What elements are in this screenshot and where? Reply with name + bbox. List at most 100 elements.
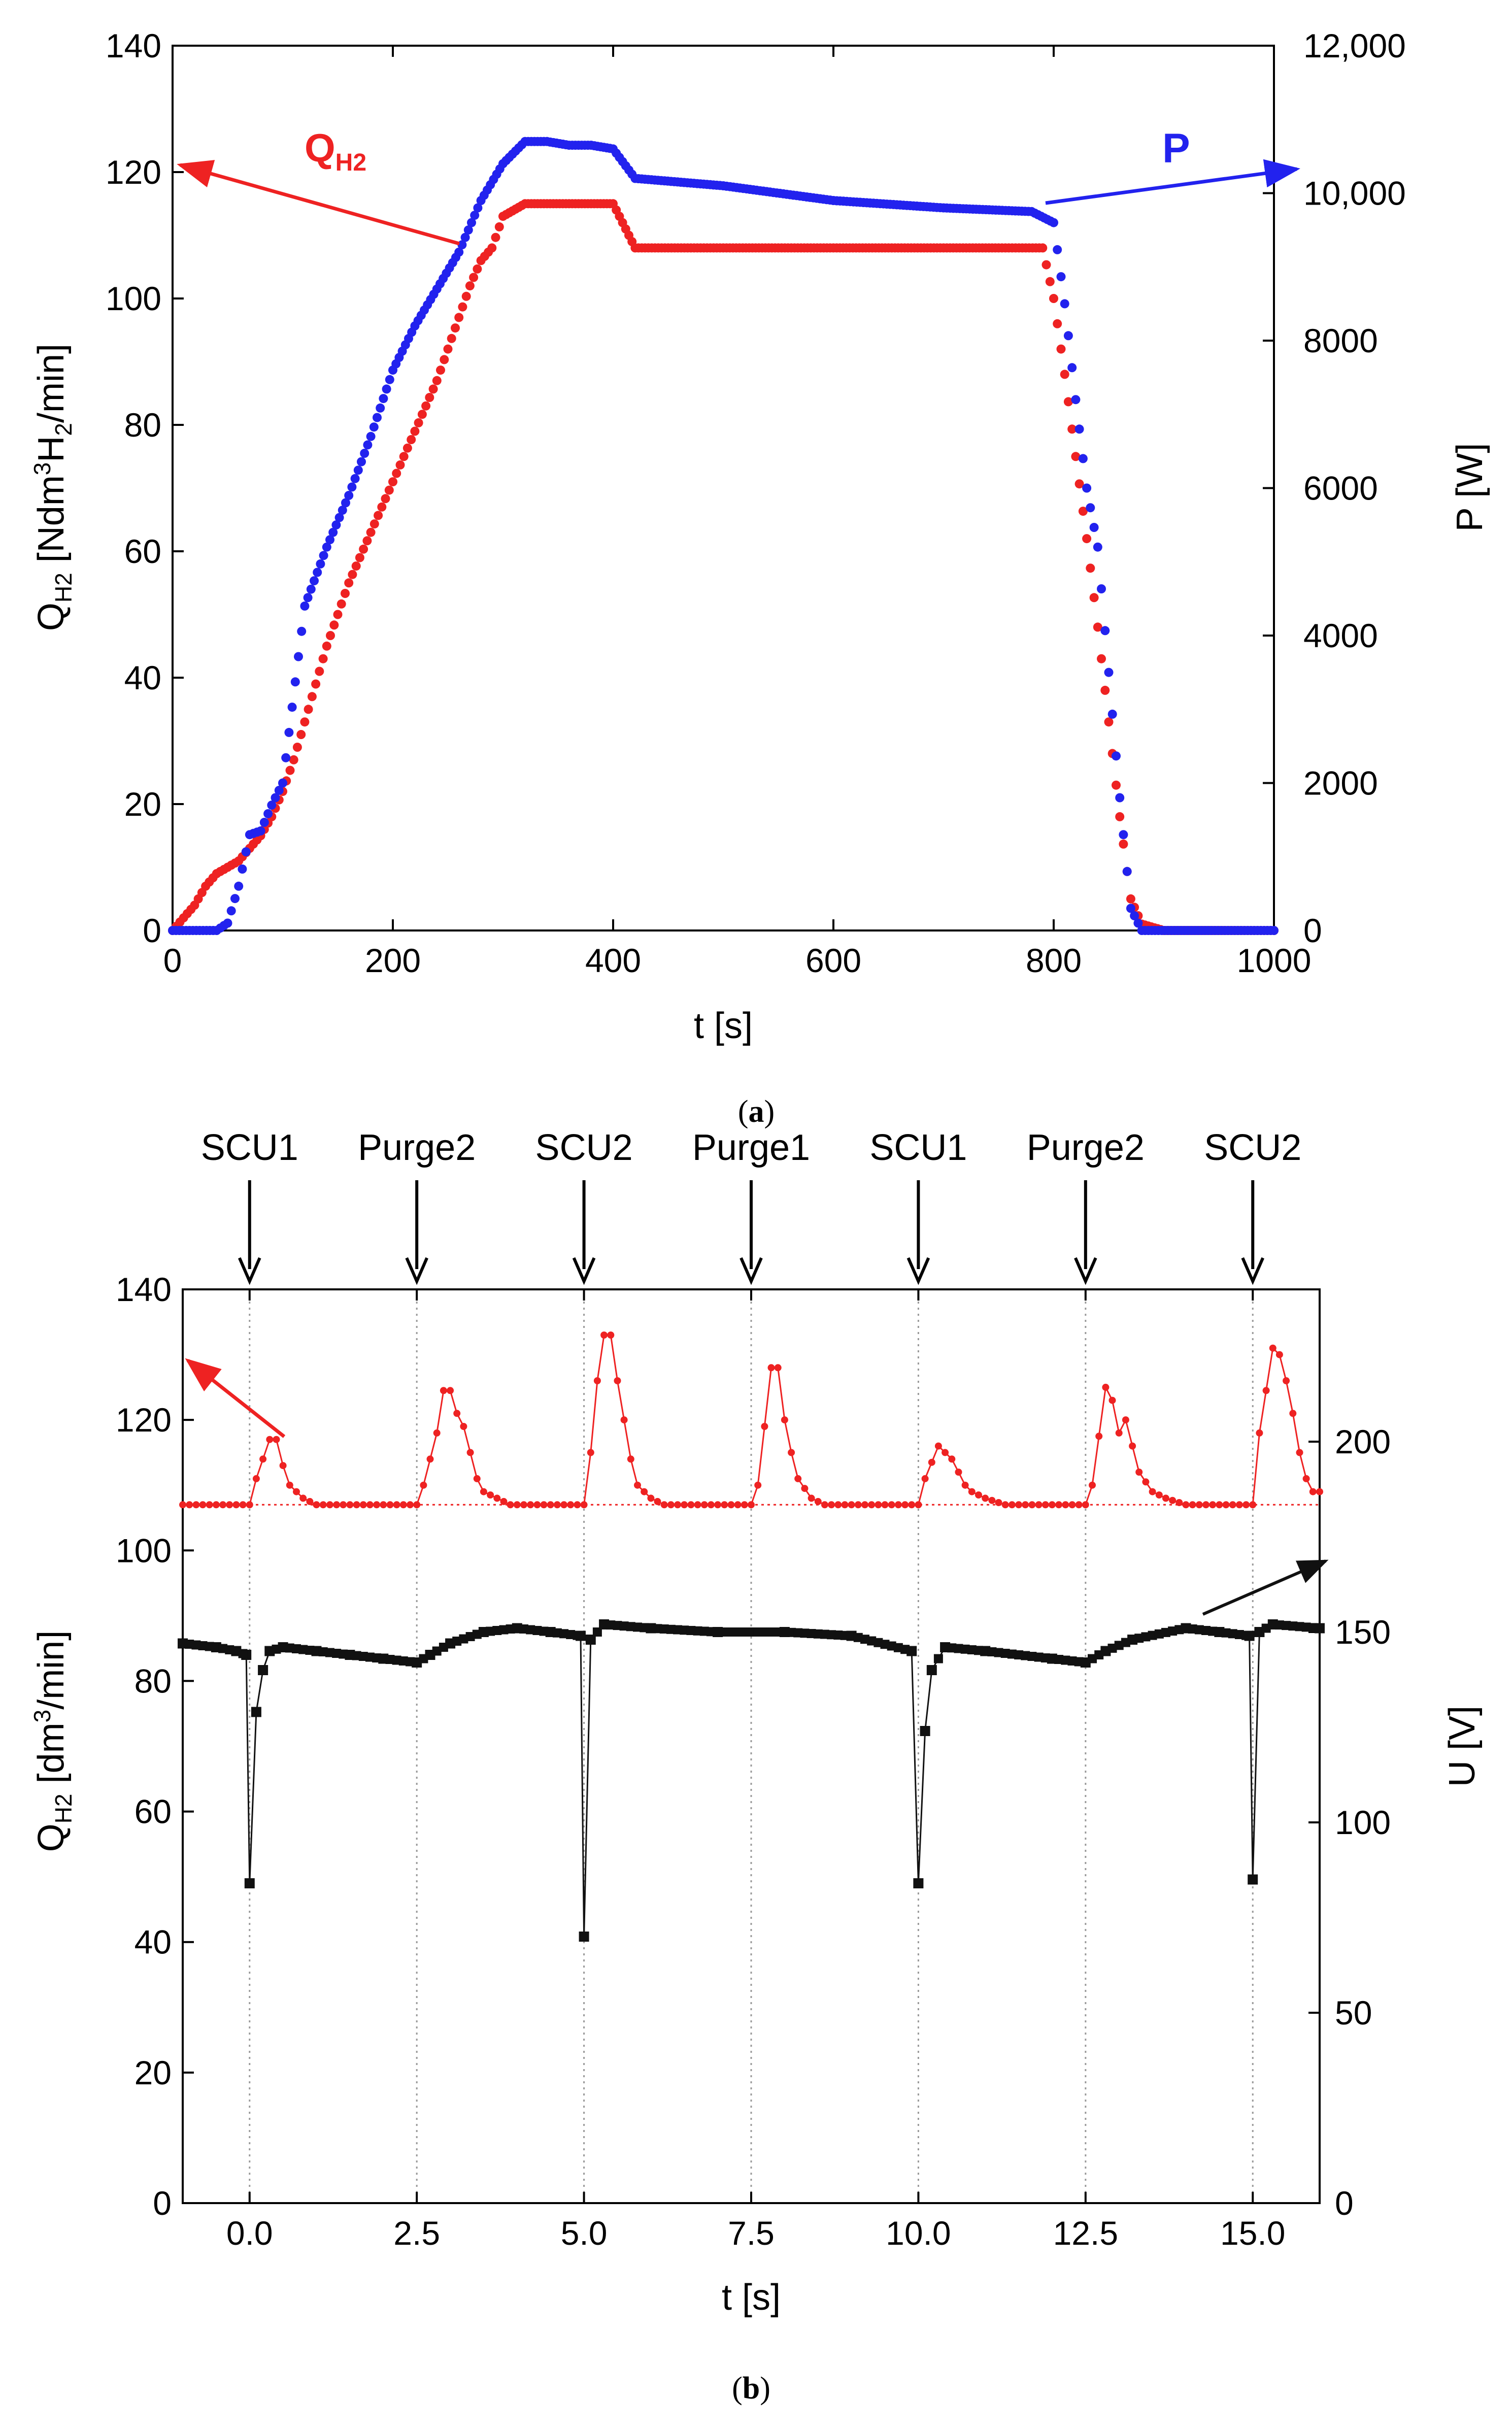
x-axis-title-a: t [s] [694, 1006, 753, 1046]
q-h2-point [1119, 839, 1128, 849]
event-arrow-head [1074, 1257, 1097, 1285]
q-h2-point [454, 313, 464, 322]
q-h2-point [465, 281, 475, 291]
q-h2-marker-b [1216, 1501, 1223, 1509]
q-h2-point [421, 401, 431, 411]
ylabel-left-a-h: H [31, 436, 72, 462]
q-h2-point [1112, 780, 1121, 790]
q-h2-point [1086, 563, 1095, 573]
q-h2-point [341, 589, 350, 598]
q-h2-marker-b [199, 1501, 207, 1509]
p-point [303, 593, 313, 603]
q-h2-marker-b [848, 1501, 855, 1509]
x-tick-label-b: 0.0 [226, 2214, 273, 2252]
q-h2-marker-b [901, 1501, 909, 1509]
q-h2-marker-b [1249, 1501, 1257, 1509]
p-point [366, 431, 376, 441]
p-point [353, 465, 363, 475]
event-label: SCU2 [1204, 1127, 1301, 1168]
u-marker-b [1315, 1623, 1324, 1633]
q-h2-marker-b [1289, 1410, 1297, 1417]
ylabel-left-b-unit: [dm [31, 1722, 72, 1793]
q-h2-point [374, 511, 383, 520]
q-h2-point [487, 243, 497, 253]
q-h2-marker-b [179, 1501, 186, 1509]
event-arrow-head [906, 1257, 930, 1285]
p-point [357, 457, 366, 467]
event-label: SCU1 [869, 1127, 967, 1168]
p-point [376, 403, 385, 413]
q-h2-marker-b [761, 1423, 768, 1430]
q-h2-marker-b [988, 1496, 996, 1504]
u-marker-b [244, 1878, 255, 1888]
p-point [379, 394, 388, 404]
q-h2-marker-b [741, 1501, 748, 1509]
p-point [1107, 709, 1117, 719]
q-h2-marker-b [921, 1475, 929, 1482]
y-right-tick-label-a: 12,000 [1303, 27, 1406, 64]
x-tick-label-b: 12.5 [1053, 2214, 1118, 2252]
p-point [382, 384, 391, 394]
p-point [1071, 395, 1081, 405]
q-h2-point [469, 273, 479, 282]
q-h2-marker-b [1008, 1501, 1016, 1509]
q-h2-marker-b [1169, 1496, 1177, 1504]
p-point [316, 559, 325, 569]
u-marker-b [579, 1932, 589, 1942]
q-h2-point [447, 334, 456, 343]
x-tick-label-a: 1000 [1237, 942, 1312, 979]
q-h2-marker-b [326, 1501, 333, 1509]
q-h2-point [458, 302, 467, 312]
q-h2-marker-b [714, 1501, 722, 1509]
y-right-tick-label-b: 100 [1335, 1804, 1391, 1841]
q-h2-point [315, 667, 324, 676]
q-h2-marker-b [587, 1449, 594, 1456]
q-h2-marker-b [961, 1481, 969, 1489]
p-point [290, 677, 300, 687]
q-h2-marker-b [600, 1332, 608, 1339]
p-point [1130, 911, 1139, 920]
q-h2-marker-b [1041, 1501, 1049, 1509]
q-h2-marker-b [975, 1491, 982, 1499]
p-point [274, 786, 284, 795]
q-h2-point [1071, 452, 1081, 461]
q-h2-point [451, 323, 460, 333]
q-h2-marker-b [1256, 1429, 1263, 1437]
u-marker-b [251, 1707, 261, 1717]
q-h2-marker-b [527, 1501, 534, 1509]
q-h2-marker-b [513, 1501, 521, 1509]
q-h2-point [417, 410, 427, 419]
p-point [238, 864, 247, 874]
q-h2-point [304, 705, 313, 714]
q-h2-marker-b [246, 1501, 253, 1509]
p-point [1078, 454, 1088, 463]
ylabel-left-a-unit: [Ndm [31, 475, 72, 573]
q-h2-marker-b [380, 1501, 387, 1509]
y-right-tick-label-b: 50 [1335, 1994, 1372, 2032]
q-h2-point [1045, 277, 1055, 286]
q-h2-marker-b [433, 1429, 441, 1437]
p-point [1104, 668, 1114, 677]
y-left-tick-label-b: 40 [135, 1923, 172, 1961]
q-h2-marker-b [1175, 1499, 1183, 1506]
p-point [1122, 867, 1132, 876]
event-label: Purge1 [692, 1127, 810, 1168]
p-point [1074, 424, 1084, 434]
u-marker-b [1248, 1874, 1258, 1885]
p-point [347, 482, 357, 492]
q-h2-marker-b [493, 1494, 501, 1502]
y-right-tick-label-b: 200 [1335, 1423, 1391, 1460]
ylabel-left-b-sup: 3 [29, 1710, 55, 1723]
q-h2-marker-b [252, 1475, 260, 1482]
q-h2-marker-b [868, 1501, 876, 1509]
q-h2-point [384, 485, 394, 495]
q-h2-marker-b [1055, 1501, 1063, 1509]
y-axis-right-title-b: U [V] [1442, 1706, 1483, 1787]
q-h2-marker-b [1296, 1449, 1303, 1456]
q-h2-marker-b [373, 1501, 381, 1509]
ylabel-left-b-sub: H2 [50, 1793, 77, 1823]
q-h2-marker-b [574, 1501, 581, 1509]
q-h2-marker-b [1162, 1494, 1169, 1502]
q-h2-marker-b [453, 1410, 461, 1417]
ylabel-left-a-tail: /min] [31, 344, 72, 423]
